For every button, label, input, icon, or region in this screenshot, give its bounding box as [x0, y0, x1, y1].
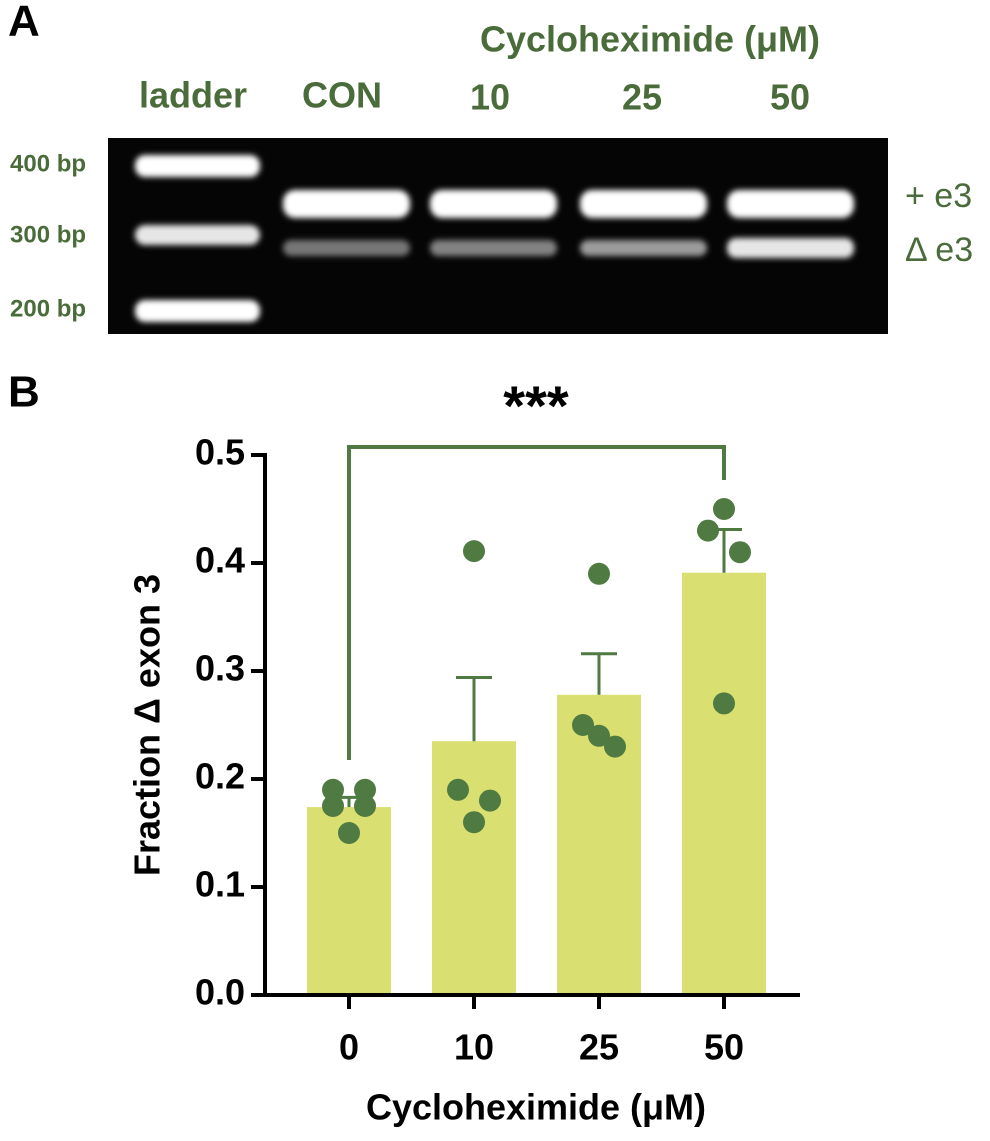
x-axis-label: Cycloheximide (μM): [366, 1087, 706, 1128]
data-point: [322, 778, 344, 801]
data-point: [604, 735, 626, 758]
data-point: [572, 714, 594, 736]
x-tick-label: 50: [704, 1027, 744, 1068]
gel-bands: [135, 155, 854, 322]
x-tick-label: 10: [454, 1027, 494, 1068]
y-tick-label: 0.0: [195, 972, 245, 1013]
y-tick-label: 0.5: [195, 432, 245, 473]
panel-label: B: [8, 368, 40, 417]
data-point: [338, 822, 360, 844]
data-point: [447, 778, 469, 801]
data-point: [322, 795, 344, 817]
data-point: [697, 519, 719, 542]
band-label: Δ e3: [905, 231, 973, 269]
lane-label: ladder: [139, 75, 247, 116]
lane-label: CON: [302, 75, 382, 116]
data-point: [463, 540, 485, 563]
lane-label: 10: [470, 77, 510, 118]
bar: [682, 572, 766, 995]
x-tick-label: 0: [339, 1027, 359, 1068]
y-tick-label: 0.2: [195, 756, 245, 797]
band-label: + e3: [905, 177, 972, 215]
data-point: [588, 562, 610, 585]
bar: [432, 741, 516, 995]
significance-bracket: [347, 445, 726, 760]
ladder-size: 300 bp: [10, 221, 86, 248]
data-point: [354, 778, 376, 801]
data-point: [463, 811, 485, 834]
data-point: [479, 789, 501, 812]
data-point: [354, 795, 376, 817]
significance: ***: [503, 374, 569, 437]
data-point: [713, 498, 735, 520]
y-tick-label: 0.4: [195, 540, 245, 581]
data-point: [729, 541, 751, 564]
y-tick-label: 0.1: [195, 864, 245, 905]
x-tick-label: 25: [579, 1027, 619, 1068]
gel-title: Cycloheximide (μM): [480, 19, 820, 60]
y-axis-label: Fraction Δ exon 3: [127, 574, 168, 876]
y-tick-label: 0.3: [195, 648, 245, 689]
panel-label: A: [8, 0, 40, 46]
data-point: [713, 692, 735, 715]
ladder-size: 400 bp: [10, 150, 86, 177]
data-point: [588, 724, 610, 747]
lane-label: 25: [622, 77, 662, 118]
lane-label: 50: [770, 77, 810, 118]
ladder-size: 200 bp: [10, 295, 86, 322]
